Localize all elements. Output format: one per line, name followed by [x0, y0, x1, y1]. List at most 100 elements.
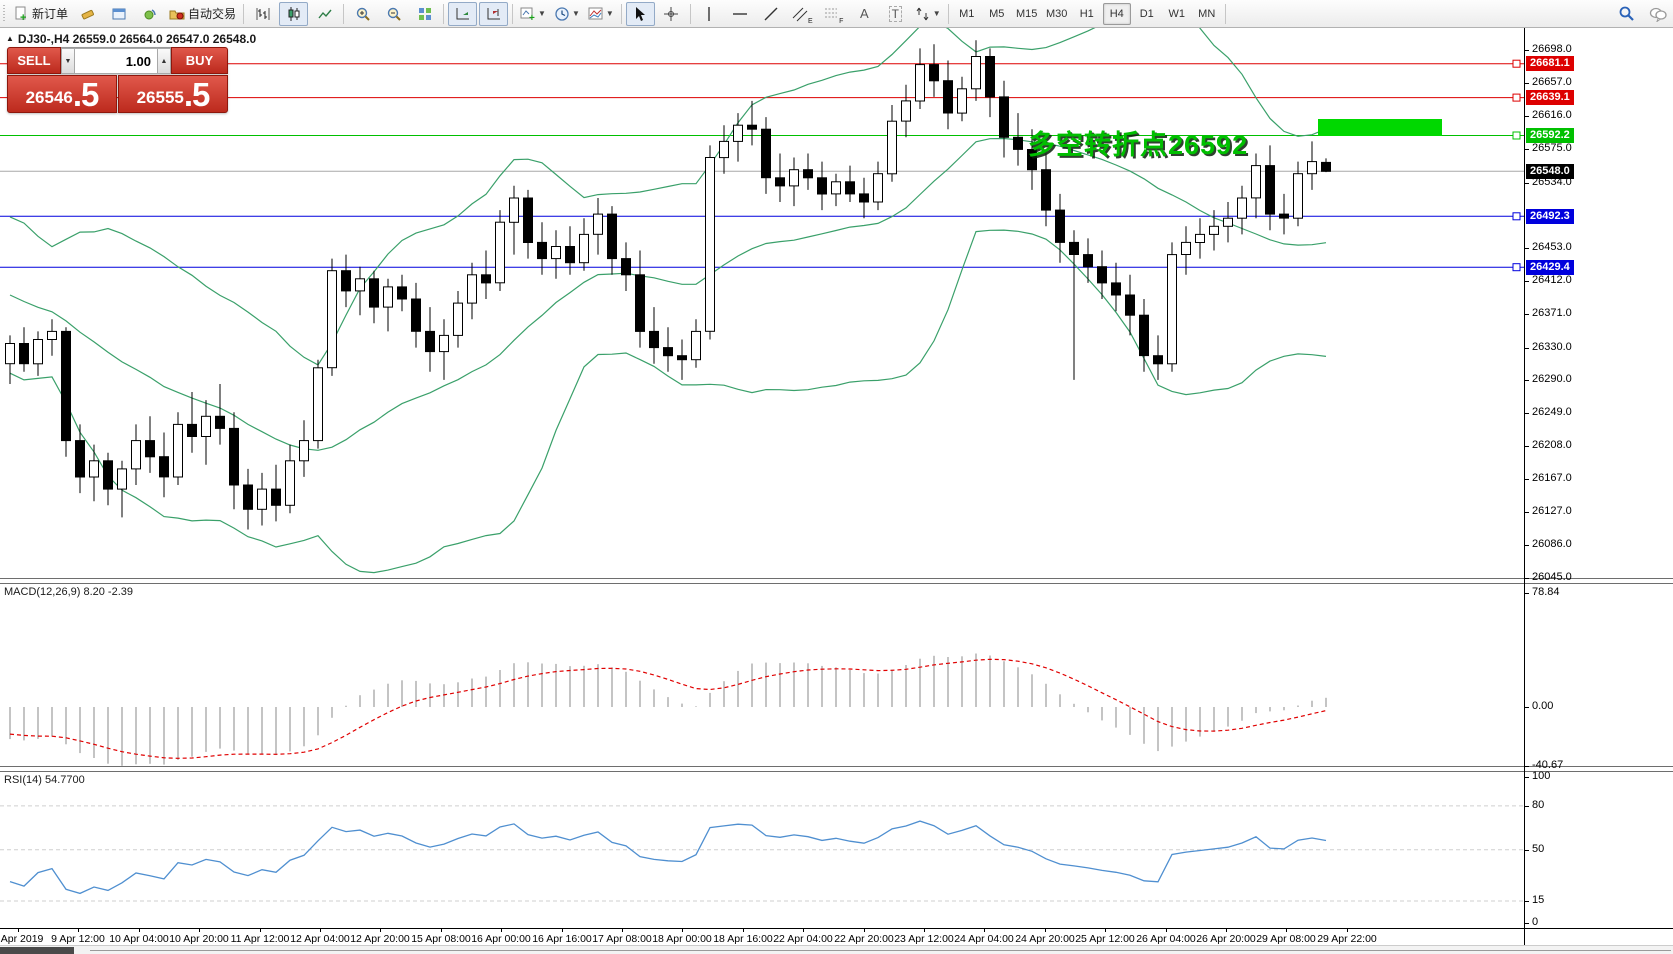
scrollbar-thumb[interactable]	[0, 947, 74, 954]
chat-button[interactable]	[1643, 2, 1672, 26]
horizontal-scrollbar[interactable]	[0, 945, 1673, 954]
price-tick-mark	[1524, 380, 1529, 381]
timeframe-button-M1[interactable]: M1	[959, 7, 975, 20]
fibonacci-button[interactable]: F	[819, 2, 848, 26]
timeframe-button-M15[interactable]: M15	[1016, 7, 1038, 20]
volume-increase-button[interactable]: ▲	[157, 48, 171, 74]
highlight-rectangle[interactable]	[1318, 119, 1442, 136]
timeframe-button-D1[interactable]: D1	[1139, 7, 1154, 20]
one-click-trading-panel: SELL ▼ ▲ BUY 26546.5 26555.5	[7, 47, 228, 113]
search-icon	[1618, 5, 1635, 22]
zoom-out-icon	[386, 6, 402, 22]
time-tick-mark	[380, 928, 381, 932]
macd-tick-label: 0.00	[1532, 700, 1554, 712]
price-tick-label: 26208.0	[1532, 439, 1572, 451]
timeframe-button-MN[interactable]: MN	[1198, 7, 1216, 20]
price-tick-label: 26698.0	[1532, 43, 1572, 55]
time-tick-mark	[1286, 928, 1287, 932]
time-axis-label: 10 Apr 20:00	[169, 933, 229, 945]
timeframe-button-W1[interactable]: W1	[1168, 7, 1185, 20]
sell-button[interactable]: SELL	[7, 47, 61, 74]
chart-line-button[interactable]	[310, 2, 339, 26]
time-tick-mark	[743, 928, 744, 932]
text-button[interactable]: A	[850, 2, 879, 26]
new-chart-dropdown[interactable]: + ▼	[517, 2, 549, 26]
time-axis-label: 16 Apr 00:00	[471, 933, 531, 945]
chart-bars-button[interactable]	[248, 2, 277, 26]
vertical-line-button[interactable]	[695, 2, 724, 26]
pane-divider[interactable]	[0, 766, 1673, 772]
buy-button[interactable]: BUY	[171, 47, 228, 74]
new-order-button[interactable]: + 新订单	[10, 2, 71, 26]
styles-button[interactable]	[73, 2, 102, 26]
new-chart-icon: +	[520, 6, 536, 22]
price-tick-label: 26371.0	[1532, 307, 1572, 319]
text-label-button[interactable]: T	[881, 2, 910, 26]
buy-price-int: 26555	[136, 88, 184, 107]
chart-canvas[interactable]	[0, 27, 1524, 578]
time-tick-mark	[78, 928, 79, 932]
separator	[443, 3, 445, 24]
price-tick-label: 26575.0	[1532, 142, 1572, 154]
price-tick-mark	[1524, 248, 1529, 249]
time-axis-label: 18 Apr 16:00	[713, 933, 773, 945]
time-tick-mark	[1226, 928, 1227, 932]
pane-divider[interactable]	[0, 578, 1673, 584]
timeframe-button-H4[interactable]: H4	[1102, 2, 1131, 25]
equidistant-channel-button[interactable]: E	[788, 2, 817, 26]
volume-input[interactable]	[75, 48, 157, 74]
time-axis-label: 15 Apr 08:00	[411, 933, 471, 945]
rsi-canvas[interactable]	[0, 770, 1524, 928]
rsi-tick-mark	[1524, 923, 1529, 924]
zoom-out-button[interactable]	[379, 2, 408, 26]
trendline-button[interactable]	[757, 2, 786, 26]
macd-tick-mark	[1524, 593, 1529, 594]
crosshair-button[interactable]	[657, 2, 686, 26]
tile-windows-button[interactable]	[410, 2, 439, 26]
macd-canvas[interactable]	[0, 582, 1524, 766]
cursor-button[interactable]	[625, 1, 655, 26]
candlestick-chart-icon	[286, 6, 302, 22]
rsi-tick-label: 100	[1532, 770, 1551, 782]
price-tick-mark	[1524, 545, 1529, 546]
chart-shift-button[interactable]	[479, 1, 509, 26]
level-price-tag: 26429.4	[1526, 260, 1574, 275]
chart-candles-button[interactable]	[279, 1, 309, 26]
zoom-in-button[interactable]	[348, 2, 377, 26]
indicators-icon	[588, 6, 604, 22]
price-tick-label: 26616.0	[1532, 109, 1572, 121]
market-watch-button[interactable]	[104, 2, 133, 26]
time-axis-label: 29 Apr 22:00	[1317, 933, 1377, 945]
timeframe-button-M30[interactable]: M30	[1046, 7, 1068, 20]
separator	[620, 3, 622, 24]
time-tick-mark	[1347, 928, 1348, 932]
timeframe-button-M5[interactable]: M5	[989, 7, 1005, 20]
time-tick-mark	[984, 928, 985, 932]
price-tick-label: 26167.0	[1532, 472, 1572, 484]
auto-scroll-button[interactable]	[448, 1, 478, 26]
rsi-label: RSI(14) 54.7700	[4, 774, 85, 786]
separator	[512, 3, 514, 24]
volume-decrease-button[interactable]: ▼	[61, 48, 75, 74]
zoom-in-icon	[355, 6, 371, 22]
level-price-tag: 26681.1	[1526, 56, 1574, 71]
chevron-down-icon: ▼	[932, 9, 941, 18]
search-button[interactable]	[1612, 2, 1641, 26]
chevron-down-icon: ▼	[538, 9, 546, 18]
timeframe-button-H1[interactable]: H1	[1079, 7, 1094, 20]
arrows-dropdown[interactable]: ▼	[912, 2, 944, 26]
clock-icon	[554, 6, 570, 22]
timeframes-dropdown[interactable]: ▼	[551, 2, 583, 26]
macd-tick-mark	[1524, 766, 1529, 767]
price-tick-mark	[1524, 149, 1529, 150]
buy-price[interactable]: 26555.5	[118, 75, 228, 113]
autotrading-button[interactable]: 自动交易	[166, 2, 239, 26]
sell-price[interactable]: 26546.5	[7, 75, 117, 113]
chart-annotation-text[interactable]: 多空转折点26592	[1028, 130, 1249, 160]
time-tick-mark	[260, 928, 261, 932]
horizontal-line-button[interactable]	[726, 2, 755, 26]
indicators-dropdown[interactable]: ▼	[585, 2, 617, 26]
collapse-caret-icon: ▲	[6, 34, 14, 43]
time-tick-mark	[924, 928, 925, 932]
signals-button[interactable]	[135, 2, 164, 26]
